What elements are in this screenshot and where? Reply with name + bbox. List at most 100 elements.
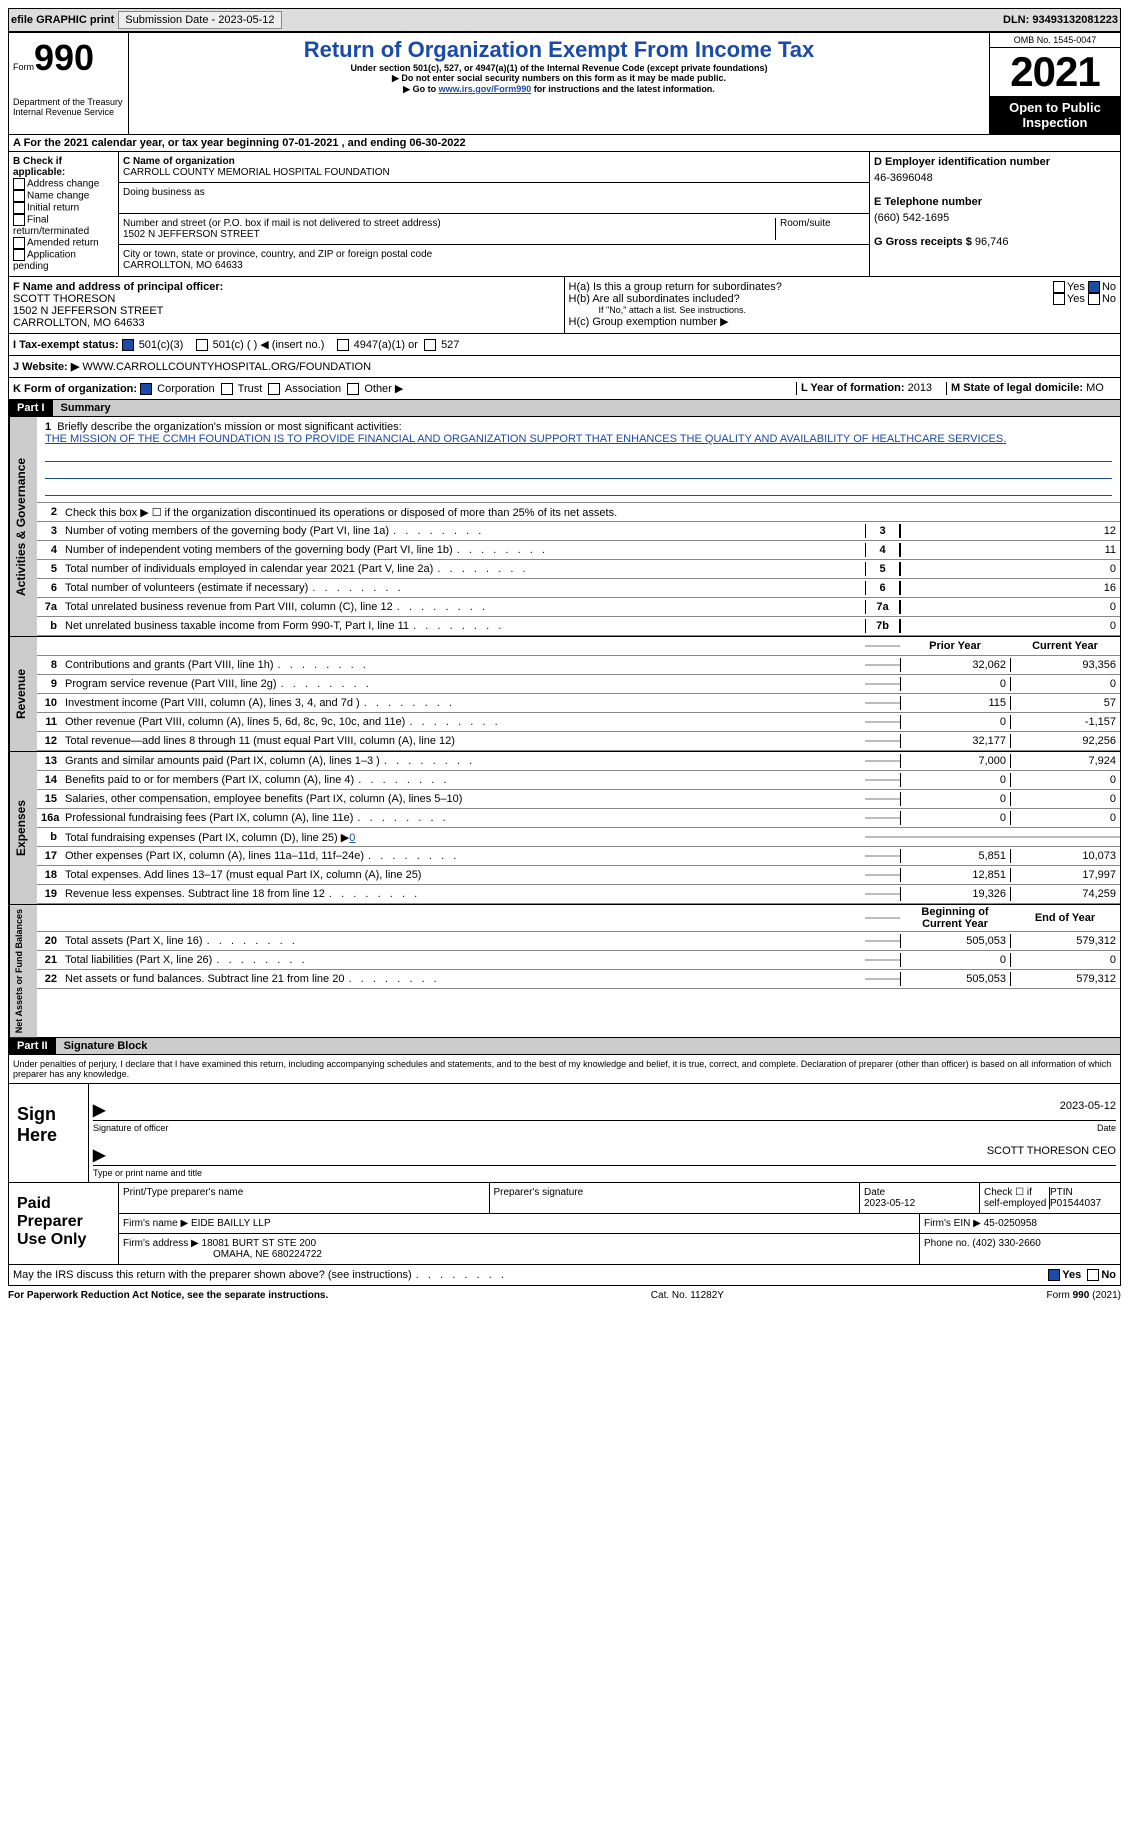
prep-row-3: Firm's address ▶ 18081 BURT ST STE 200OM… — [119, 1234, 1120, 1264]
website-value: WWW.CARROLLCOUNTYHOSPITAL.ORG/FOUNDATION — [82, 361, 371, 373]
cb-trust[interactable] — [221, 383, 233, 395]
line-2: 2Check this box ▶ ☐ if the organization … — [37, 503, 1120, 522]
line-18: 18Total expenses. Add lines 13–17 (must … — [37, 866, 1120, 885]
penalty-statement: Under penalties of perjury, I declare th… — [8, 1055, 1121, 1084]
val-3: 12 — [900, 524, 1120, 538]
paid-preparer: Paid Preparer Use Only Print/Type prepar… — [8, 1183, 1121, 1265]
prep-row-2: Firm's name ▶ EIDE BAILLY LLP Firm's EIN… — [119, 1214, 1120, 1234]
section-f: F Name and address of principal officer:… — [9, 277, 565, 333]
line-11: 11Other revenue (Part VIII, column (A), … — [37, 713, 1120, 732]
row-a: A For the 2021 calendar year, or tax yea… — [8, 135, 1121, 152]
form-number: 990 — [34, 37, 94, 78]
line-19: 19Revenue less expenses. Subtract line 1… — [37, 885, 1120, 904]
section-b: B Check if applicable: Address change Na… — [9, 152, 119, 276]
cb-other[interactable] — [347, 383, 359, 395]
sign-here: Sign Here ▶2023-05-12 Signature of offic… — [8, 1084, 1121, 1183]
val-6: 16 — [900, 581, 1120, 595]
prep-date: 2023-05-12 — [864, 1198, 915, 1209]
val-7a: 0 — [900, 600, 1120, 614]
org-name: CARROLL COUNTY MEMORIAL HOSPITAL FOUNDAT… — [123, 167, 390, 178]
line-21: 21Total liabilities (Part X, line 26)00 — [37, 951, 1120, 970]
part2-header: Part IISignature Block — [8, 1038, 1121, 1055]
section-f-h: F Name and address of principal officer:… — [8, 277, 1121, 334]
line-8: 8Contributions and grants (Part VIII, li… — [37, 656, 1120, 675]
mission-text[interactable]: THE MISSION OF THE CCMH FOUNDATION IS TO… — [45, 433, 1006, 445]
line-4: 4Number of independent voting members of… — [37, 541, 1120, 560]
tab-net-assets: Net Assets or Fund Balances — [9, 905, 37, 1037]
cb-final-return[interactable]: Final return/terminated — [13, 214, 114, 237]
section-c: C Name of organizationCARROLL COUNTY MEM… — [119, 152, 870, 276]
phone-value: (660) 542-1695 — [874, 212, 1116, 224]
cb-address-change[interactable]: Address change — [13, 178, 114, 190]
cb-application-pending[interactable]: Application pending — [13, 249, 114, 272]
line-13: 13Grants and similar amounts paid (Part … — [37, 752, 1120, 771]
sign-date: 2023-05-12 — [1060, 1100, 1116, 1120]
officer-name-title: SCOTT THORESON CEO — [987, 1145, 1116, 1165]
year-formation: 2013 — [908, 382, 932, 394]
irs-discuss-row: May the IRS discuss this return with the… — [8, 1265, 1121, 1286]
line-20: 20Total assets (Part X, line 16)505,0535… — [37, 932, 1120, 951]
line-6: 6Total number of volunteers (estimate if… — [37, 579, 1120, 598]
line-9: 9Program service revenue (Part VIII, lin… — [37, 675, 1120, 694]
val-7b: 0 — [900, 619, 1120, 633]
row-klm: K Form of organization: Corporation Trus… — [8, 378, 1121, 400]
firm-address-2: OMAHA, NE 680224722 — [213, 1249, 322, 1260]
section-h: H(a) Is this a group return for subordin… — [565, 277, 1121, 333]
cb-discuss-no[interactable] — [1087, 1269, 1099, 1281]
line-14: 14Benefits paid to or for members (Part … — [37, 771, 1120, 790]
ptin: P01544037 — [1050, 1198, 1101, 1209]
line-12: 12Total revenue—add lines 8 through 11 (… — [37, 732, 1120, 751]
col-hdr-rev: Prior YearCurrent Year — [37, 637, 1120, 656]
submission-date-button[interactable]: Submission Date - 2023-05-12 — [118, 11, 281, 29]
cb-corporation[interactable] — [140, 383, 152, 395]
activities-governance: Activities & Governance 1 Briefly descri… — [8, 417, 1121, 637]
cb-4947[interactable] — [337, 339, 349, 351]
city-state-zip: CARROLLTON, MO 64633 — [123, 260, 243, 271]
line-16a: 16aProfessional fundraising fees (Part I… — [37, 809, 1120, 828]
line-16b: bTotal fundraising expenses (Part IX, co… — [37, 828, 1120, 847]
cb-amended-return[interactable]: Amended return — [13, 237, 114, 249]
line-10: 10Investment income (Part VIII, column (… — [37, 694, 1120, 713]
line-7b: bNet unrelated business taxable income f… — [37, 617, 1120, 636]
form-subtitle-1: Under section 501(c), 527, or 4947(a)(1)… — [133, 63, 985, 73]
state-domicile: MO — [1086, 382, 1104, 394]
cb-discuss-yes[interactable] — [1048, 1269, 1060, 1281]
row-j: J Website: ▶ WWW.CARROLLCOUNTYHOSPITAL.O… — [8, 356, 1121, 378]
prep-row-1: Print/Type preparer's name Preparer's si… — [119, 1183, 1120, 1214]
cb-501c[interactable] — [196, 339, 208, 351]
expenses: Expenses 13Grants and similar amounts pa… — [8, 752, 1121, 905]
omb-label: OMB No. 1545-0047 — [990, 33, 1120, 48]
firm-address-1: 18081 BURT ST STE 200 — [202, 1238, 317, 1249]
val-16b[interactable]: 0 — [349, 832, 355, 844]
dept-label: Department of the Treasury — [13, 97, 124, 107]
revenue: Revenue Prior YearCurrent Year 8Contribu… — [8, 637, 1121, 752]
line-1: 1 Briefly describe the organization's mi… — [37, 417, 1120, 503]
cb-name-change[interactable]: Name change — [13, 190, 114, 202]
gross-receipts: 96,746 — [975, 236, 1009, 248]
officer-name: SCOTT THORESON — [13, 293, 115, 305]
irs-label: Internal Revenue Service — [13, 107, 124, 117]
form-title: Return of Organization Exempt From Incom… — [133, 37, 985, 63]
line-17: 17Other expenses (Part IX, column (A), l… — [37, 847, 1120, 866]
cb-initial-return[interactable]: Initial return — [13, 202, 114, 214]
firm-ein: 45-0250958 — [984, 1218, 1037, 1229]
form-subtitle-2: ▶ Do not enter social security numbers o… — [133, 73, 985, 84]
cb-501c3[interactable] — [122, 339, 134, 351]
line-15: 15Salaries, other compensation, employee… — [37, 790, 1120, 809]
line-22: 22Net assets or fund balances. Subtract … — [37, 970, 1120, 989]
line-5: 5Total number of individuals employed in… — [37, 560, 1120, 579]
tax-year: 2021 — [990, 48, 1120, 96]
line-3: 3Number of voting members of the governi… — [37, 522, 1120, 541]
street-address: 1502 N JEFFERSON STREET — [123, 229, 260, 240]
tab-revenue: Revenue — [9, 637, 37, 751]
form-subtitle-3: ▶ Go to www.irs.gov/Form990 for instruct… — [133, 84, 985, 95]
col-hdr-na: Beginning of Current YearEnd of Year — [37, 905, 1120, 932]
cb-527[interactable] — [424, 339, 436, 351]
irs-link[interactable]: www.irs.gov/Form990 — [439, 84, 532, 94]
row-i: I Tax-exempt status: 501(c)(3) 501(c) ( … — [8, 334, 1121, 356]
val-5: 0 — [900, 562, 1120, 576]
cb-association[interactable] — [268, 383, 280, 395]
form-word: Form — [13, 62, 34, 72]
page-footer: For Paperwork Reduction Act Notice, see … — [8, 1286, 1121, 1305]
net-assets: Net Assets or Fund Balances Beginning of… — [8, 905, 1121, 1038]
